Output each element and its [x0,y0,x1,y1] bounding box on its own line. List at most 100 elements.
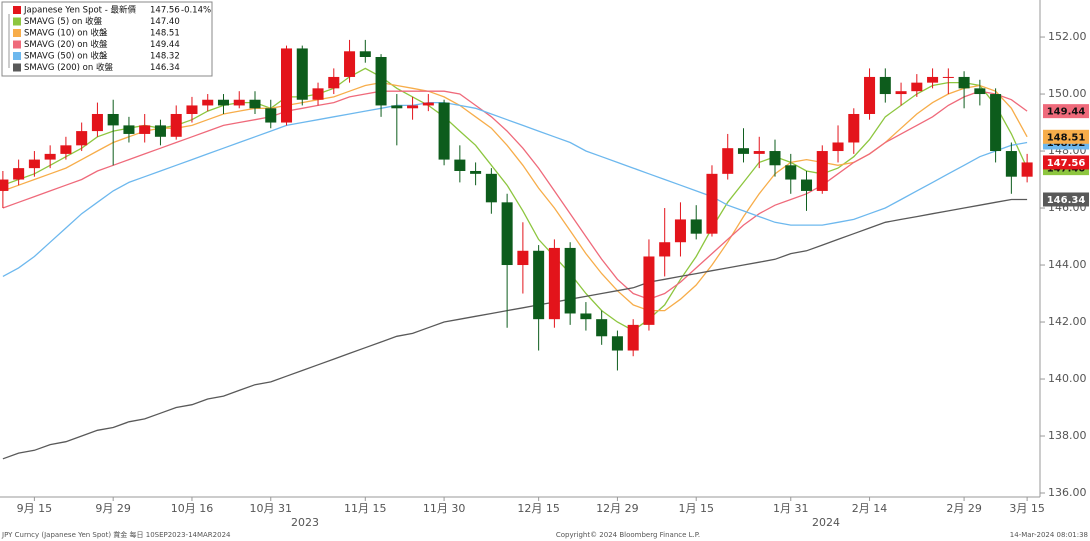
legend-change: -0.14% [181,6,211,16]
legend-swatch [13,63,21,72]
x-tick-label: 10月 31 [250,502,293,515]
legend-label: SMAVG (200) on 收盤 [24,62,113,73]
candle-body [407,105,419,109]
y-tick-label: 142.00 [1048,315,1087,328]
candle-body [91,113,103,132]
y-tick-label: 144.00 [1048,258,1087,271]
value-tag-label: 146.34 [1047,195,1086,206]
value-tag [1043,155,1089,170]
x-tick-label: 12月 15 [517,502,560,515]
moving-average-line [2,101,1028,277]
value-tag [1043,104,1089,119]
candle-body [265,108,277,123]
value-tag-label: 148.51 [1047,132,1086,143]
legend-label: SMAVG (5) on 收盤 [24,16,103,27]
legend-value: 148.51 [150,29,180,39]
x-tick-label: 11月 15 [344,502,387,515]
year-label: 2024 [812,516,840,529]
candle-body [13,168,25,180]
candle-body [879,76,891,95]
candle-body [501,202,513,266]
legend-value: 148.32 [150,52,180,62]
candle-body [895,91,907,95]
candle-body [107,113,119,126]
candle-body [139,125,151,134]
legend-label: SMAVG (20) on 收盤 [24,39,108,50]
candle-body [296,48,308,100]
x-tick-label: 9月 15 [17,502,53,515]
candle-body [281,48,293,123]
candle-body [28,159,40,169]
candle-body [1005,151,1017,177]
candle-body [674,219,686,243]
legend: Japanese Yen Spot - 最新價 147.56 -0.14% SMAVG… [1,1,213,77]
x-tick-label: 2月 14 [852,502,888,515]
legend-swatch [13,17,21,26]
candle-body [533,250,545,320]
candle-body [627,324,639,351]
candle-body [911,82,923,92]
candle-body [454,159,466,171]
candle-body [391,105,403,109]
moving-average-line [2,198,1028,460]
candle-body [958,76,970,89]
candle-body [722,148,734,174]
candle-body [344,51,356,77]
candle-body [485,173,497,203]
candle-body [123,125,135,134]
legend-label: SMAVG (10) on 收盤 [24,28,108,39]
value-tag [1043,192,1089,207]
candle-body [186,105,198,114]
candle-body [359,51,371,57]
candle-body [217,99,229,106]
x-tick-label: 9月 29 [95,502,131,515]
x-tick-label: 1月 31 [773,502,809,515]
legend-value: 146.34 [150,63,180,73]
year-label: 2023 [291,516,319,529]
x-tick-label: 12月 29 [596,502,639,515]
legend-swatch [13,29,21,37]
legend-swatch [13,52,21,60]
candle-body [249,99,261,109]
footer-left: JPY Curncy (Japanese Yen Spot) 賞金 每日 10S… [1,530,231,539]
candle-body [737,148,749,154]
candle-body [643,256,655,325]
candle-body [564,247,576,314]
candle-body [580,313,592,320]
y-tick-label: 152.00 [1048,30,1087,43]
legend-value: 147.40 [150,17,180,27]
moving-average-line [2,90,1028,300]
candle-body [517,250,529,266]
candle-body [659,242,671,257]
candle-body [596,319,608,337]
candle-body [1021,162,1033,177]
x-tick-label: 1月 15 [678,502,714,515]
x-tick-label: 2月 29 [946,502,982,515]
value-tag [1043,129,1089,144]
candle-body [801,179,813,191]
y-tick-label: 150.00 [1048,87,1087,100]
candle-body [154,125,166,137]
y-tick-label: 136.00 [1048,486,1087,499]
candle-body [0,179,9,191]
value-tag-label: 149.44 [1047,107,1086,118]
candle-body [927,76,939,83]
legend-label: SMAVG (50) on 收盤 [24,51,108,62]
footer-center: Copyright© 2024 Bloomberg Finance L.P. [556,531,700,539]
candle-body [470,170,482,174]
candle-body [769,151,781,166]
candle-body [611,336,623,351]
candle-body [375,56,387,106]
candle-body [328,76,340,89]
x-tick-label: 10月 16 [171,502,214,515]
y-tick-label: 140.00 [1048,372,1087,385]
candle-body [816,151,828,191]
candle-body [690,219,702,234]
x-tick-label: 11月 30 [423,502,466,515]
moving-average-line [2,81,1028,312]
candle-body [44,153,56,160]
candle-body [60,145,72,154]
candle-body [312,88,324,100]
y-tick-label: 138.00 [1048,429,1087,442]
